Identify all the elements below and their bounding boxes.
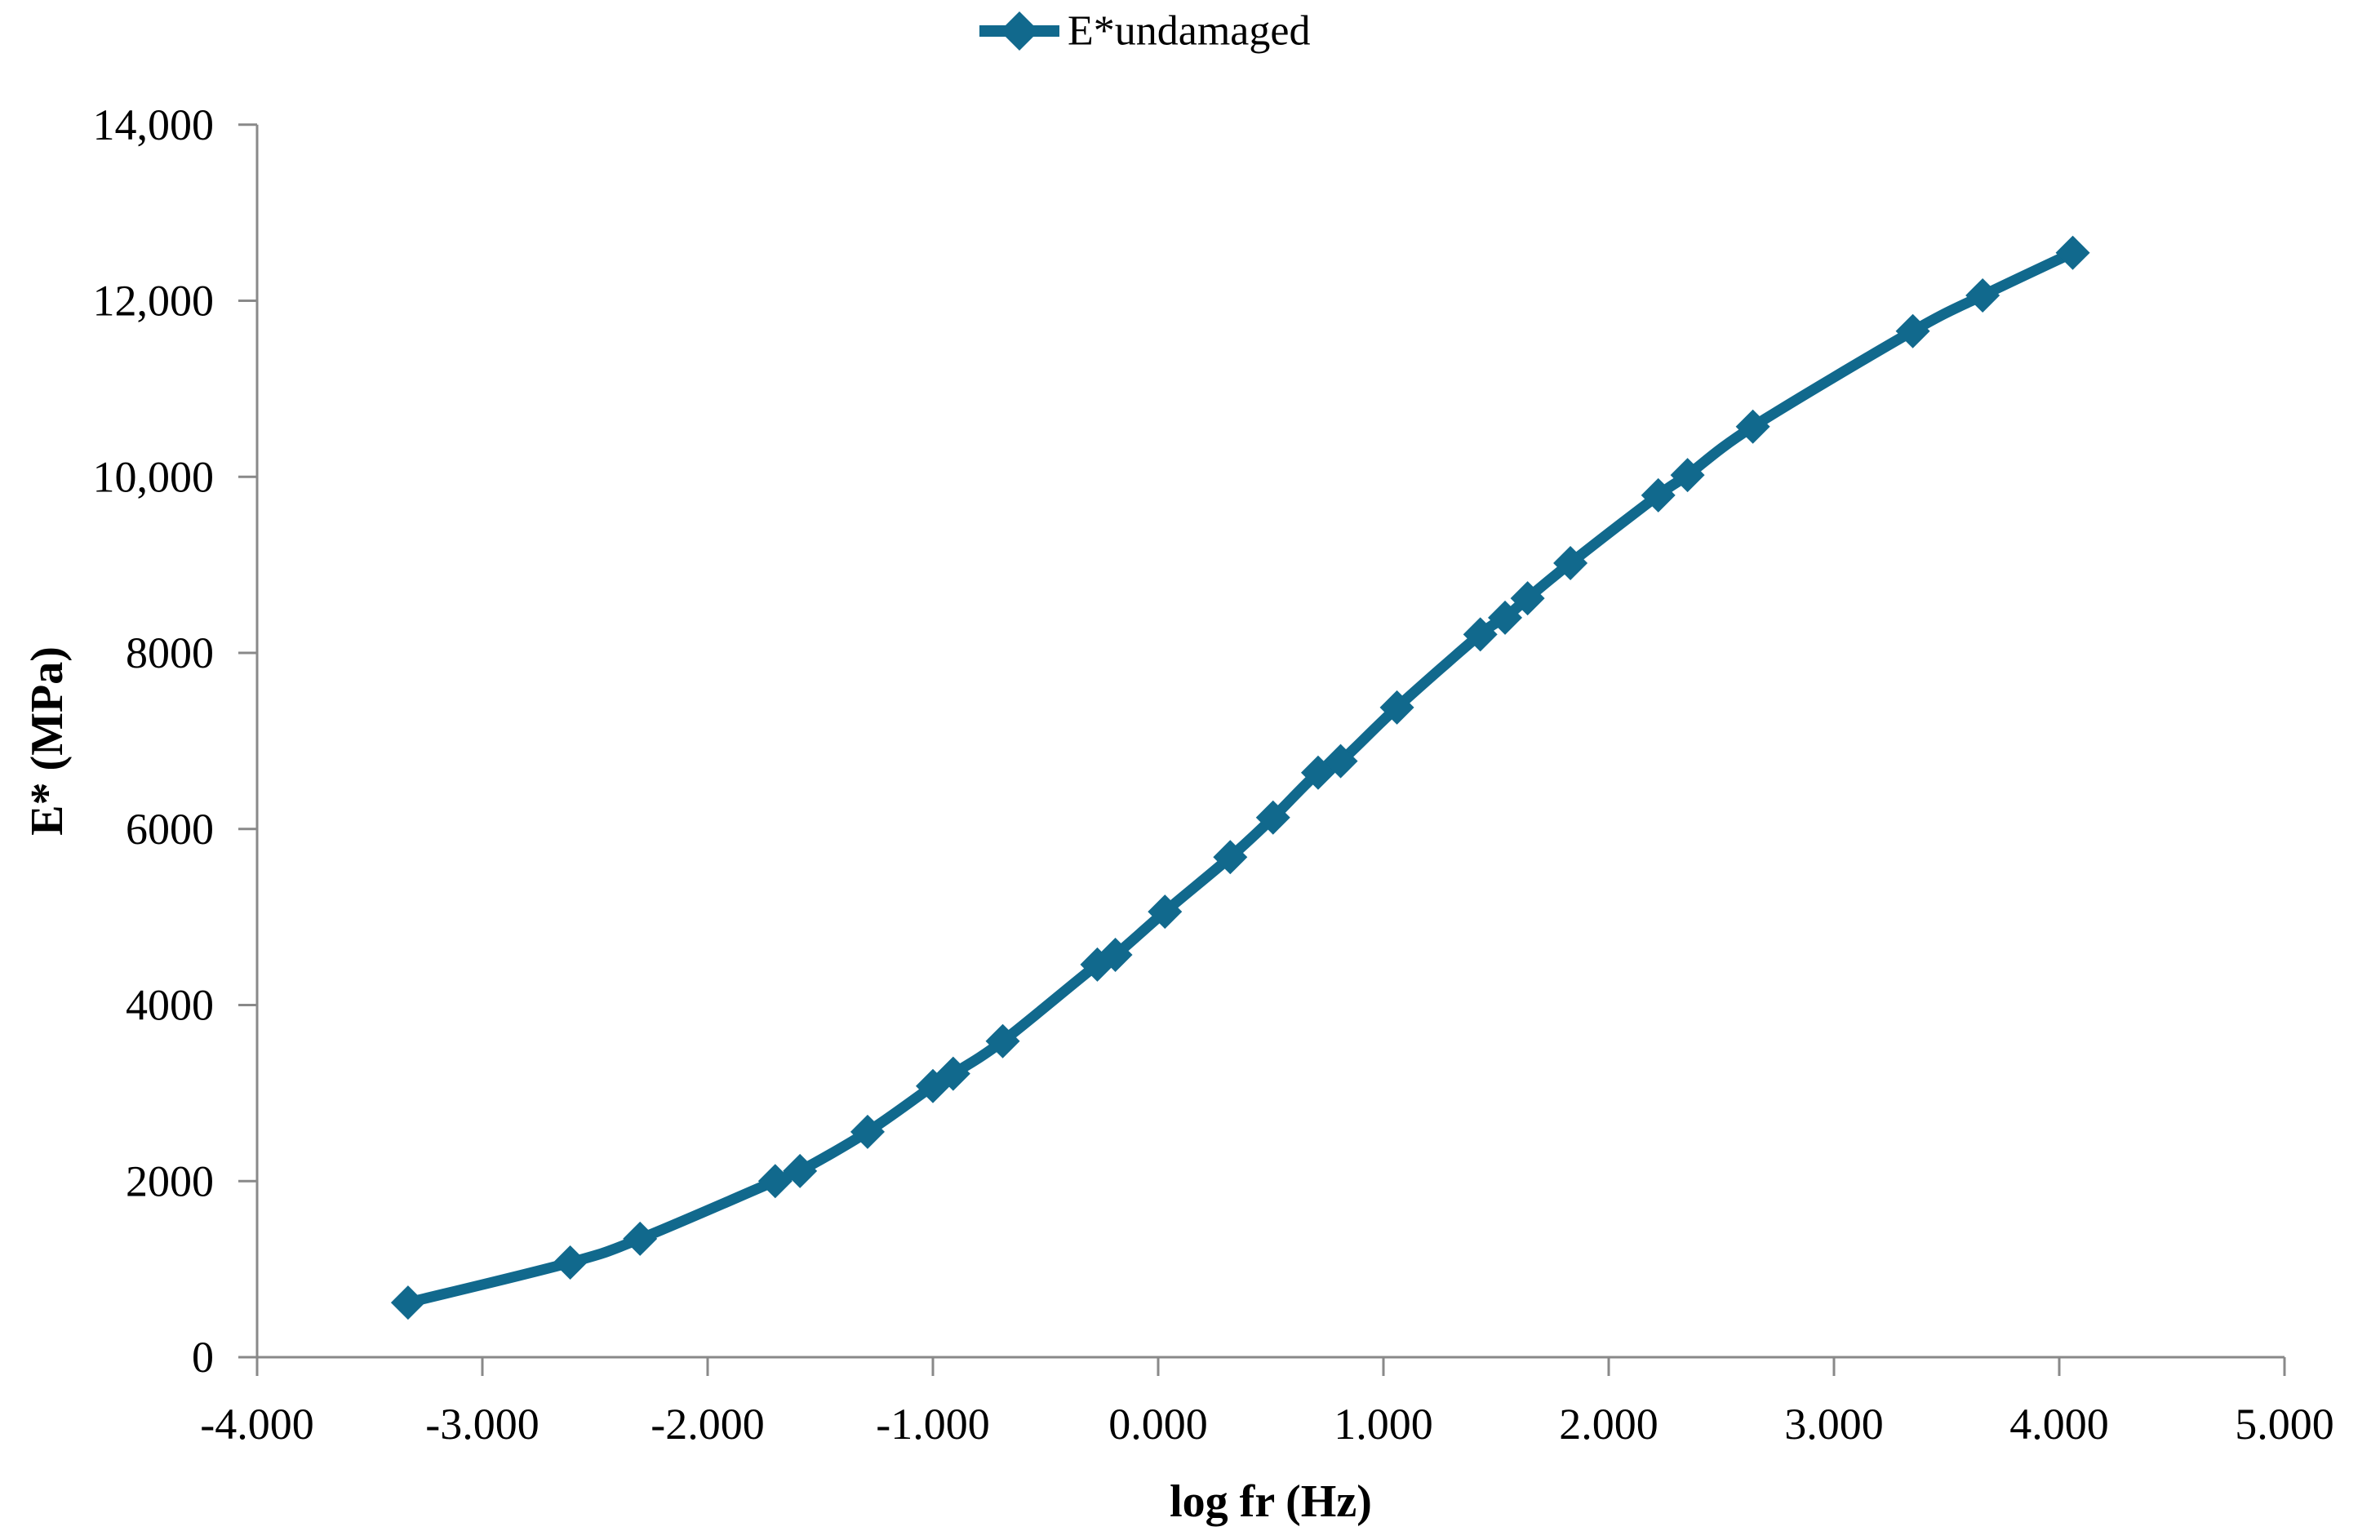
data-point-diamond <box>1213 840 1248 875</box>
legend-diamond-icon <box>1000 11 1039 51</box>
x-axis-title: log fr (Hz) <box>1170 1476 1372 1527</box>
x-tick-label: 5.000 <box>2235 1400 2334 1449</box>
x-tick-label: 0.000 <box>1108 1400 1208 1449</box>
data-point-diamond <box>1098 938 1133 973</box>
y-tick-label: 12,000 <box>93 277 215 326</box>
data-point-diamond <box>1895 313 1930 348</box>
y-tick-label: 4000 <box>126 981 214 1030</box>
data-point-diamond <box>623 1221 658 1256</box>
data-point-diamond <box>1641 477 1676 513</box>
data-point-diamond <box>553 1245 588 1280</box>
data-point-diamond <box>1463 617 1498 652</box>
series-line <box>402 247 2079 1308</box>
y-tick-label: 8000 <box>126 628 214 677</box>
data-point-diamond <box>1323 743 1358 779</box>
data-point-diamond <box>390 1285 425 1320</box>
data-point-diamond <box>2055 235 2090 270</box>
data-point-diamond <box>985 1023 1020 1058</box>
y-tick-label: 10,000 <box>93 452 215 501</box>
data-point-diamond <box>1965 278 2000 313</box>
axes: 0 2000 4000 6000 8000 10,000 12,000 14,000 -4.00… <box>93 100 2334 1449</box>
chart-legend: E*undamaged <box>979 8 1310 55</box>
data-point-diamond <box>935 1056 970 1091</box>
data-point-diamond <box>1670 458 1705 493</box>
x-tick-label: 4.000 <box>2009 1400 2109 1449</box>
data-point-diamond <box>783 1153 818 1188</box>
data-point-diamond <box>1553 545 1588 580</box>
x-tick-label: 1.000 <box>1334 1400 1433 1449</box>
y-tick-label: 6000 <box>126 805 214 854</box>
data-point-diamond <box>1148 894 1183 930</box>
y-axis-title: E* (MPa) <box>22 646 73 836</box>
y-tick-label: 2000 <box>126 1156 214 1205</box>
data-point-diamond <box>1379 690 1414 725</box>
x-tick-label: 3.000 <box>1784 1400 1884 1449</box>
data-point-diamond <box>1510 581 1545 616</box>
legend-label: E*undamaged <box>1068 8 1310 55</box>
x-tick-label: -3.000 <box>425 1400 539 1449</box>
x-tick-label: -4.000 <box>200 1400 313 1449</box>
data-point-diamond <box>1735 409 1770 444</box>
y-tick-label: 14,000 <box>93 100 215 149</box>
data-point-diamond <box>850 1114 885 1149</box>
x-tick-label: 2.000 <box>1559 1400 1658 1449</box>
y-tick-label: 0 <box>192 1333 214 1382</box>
data-point-diamond <box>1488 600 1523 635</box>
x-tick-label: -1.000 <box>876 1400 989 1449</box>
x-tick-label: -2.000 <box>651 1400 764 1449</box>
series-e-undamaged <box>390 235 2090 1320</box>
data-point-diamond <box>1255 800 1290 835</box>
data-point-diamond <box>757 1164 793 1199</box>
